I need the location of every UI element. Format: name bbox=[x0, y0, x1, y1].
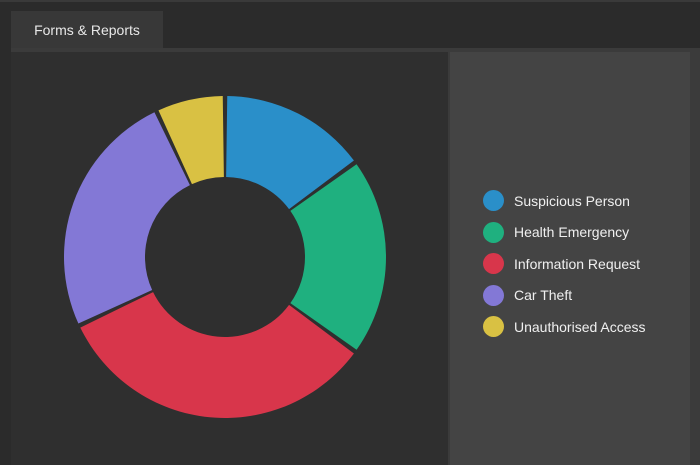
donut-slice-unauthorised-access[interactable] bbox=[158, 96, 224, 185]
legend-label: Information Request bbox=[514, 255, 641, 272]
chart-area bbox=[11, 52, 448, 465]
legend-swatch-icon bbox=[483, 253, 504, 275]
legend-label: Health Emergency bbox=[514, 224, 630, 241]
legend-swatch-icon bbox=[483, 284, 504, 306]
donut-slice-car-theft[interactable] bbox=[63, 112, 190, 324]
legend-label: Suspicious Person bbox=[514, 192, 630, 209]
donut-slice-suspicious-person[interactable] bbox=[226, 96, 354, 210]
legend-panel: Suspicious Person Health Emergency Informa… bbox=[450, 52, 690, 465]
legend-swatch-icon bbox=[483, 190, 504, 212]
donut-chart bbox=[63, 96, 386, 418]
legend-item[interactable]: Information Request bbox=[483, 248, 646, 280]
legend-item[interactable]: Suspicious Person bbox=[483, 185, 646, 217]
donut-slice-health-emergency[interactable] bbox=[290, 164, 386, 350]
legend-item[interactable]: Unauthorised Access bbox=[483, 311, 646, 343]
legend: Suspicious Person Health Emergency Informa… bbox=[483, 185, 646, 343]
legend-swatch-icon bbox=[483, 316, 504, 338]
legend-label: Unauthorised Access bbox=[514, 318, 646, 335]
donut-slice-information-request[interactable] bbox=[80, 292, 354, 418]
legend-swatch-icon bbox=[483, 221, 504, 243]
top-border bbox=[0, 0, 700, 2]
legend-item[interactable]: Car Theft bbox=[483, 280, 646, 312]
legend-label: Car Theft bbox=[514, 287, 573, 304]
tab-forms-reports[interactable]: Forms & Reports bbox=[11, 11, 163, 48]
legend-item[interactable]: Health Emergency bbox=[483, 217, 646, 249]
